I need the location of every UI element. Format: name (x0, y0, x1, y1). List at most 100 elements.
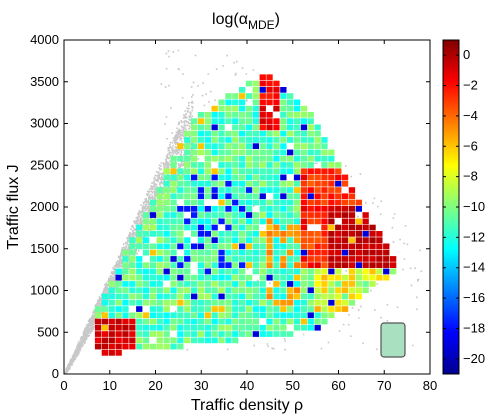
heatmap-cell (239, 318, 246, 325)
heatmap-cell (321, 287, 328, 294)
heatmap-cell (211, 274, 218, 281)
heatmap-cell (239, 105, 246, 112)
heatmap-cell (108, 281, 115, 287)
heatmap-cell (170, 212, 177, 218)
heatmap-cell (335, 199, 342, 206)
heatmap-cell (149, 343, 157, 350)
heatmap-cell (341, 256, 349, 262)
heatmap-cell (293, 206, 301, 212)
heatmap-cell (115, 287, 122, 294)
chart-title: log(αMDE) (212, 11, 280, 32)
heatmap-cell (197, 262, 205, 268)
heatmap-cell (218, 187, 225, 193)
heatmap-cell (307, 243, 314, 250)
heatmap-cell (211, 299, 218, 306)
heatmap-cell (287, 112, 294, 118)
heatmap-cell (163, 231, 170, 237)
x-tick-label: 10 (103, 378, 117, 393)
heatmap-cell (341, 299, 349, 306)
heatmap-cell (280, 281, 287, 287)
heatmap-cell (273, 149, 280, 156)
heatmap-cell (287, 130, 294, 137)
heatmap-cell (184, 337, 191, 344)
heatmap-cell (211, 268, 218, 275)
heatmap-cell (211, 337, 218, 344)
heatmap-cell (204, 243, 211, 250)
heatmap-cell (376, 274, 383, 281)
heatmap-cell (225, 324, 232, 331)
heatmap-cell (348, 231, 356, 237)
heatmap-cell (321, 212, 328, 218)
heatmap-cell (245, 274, 253, 281)
heatmap-cell (156, 237, 163, 243)
heatmap-cell (197, 249, 205, 256)
heatmap-cell (259, 105, 266, 112)
heatmap-cell (170, 324, 177, 331)
heatmap-cell (184, 293, 191, 300)
heatmap-cell (259, 243, 266, 250)
heatmap-cell (300, 105, 308, 112)
heatmap-cell (307, 162, 314, 168)
heatmap-cell (211, 231, 218, 237)
heatmap-cell (232, 243, 239, 250)
heatmap-cell (191, 249, 198, 256)
heatmap-cell (239, 162, 246, 168)
heatmap-cell (314, 124, 321, 131)
heatmap-cell (218, 281, 225, 287)
heatmap-cell (245, 187, 253, 193)
heatmap-cell (293, 199, 301, 206)
heatmap-cell (156, 199, 163, 206)
heatmap-cell (142, 324, 150, 331)
heatmap-cell (266, 130, 273, 137)
heatmap-cell (280, 318, 287, 325)
heatmap-cell (191, 331, 198, 337)
heatmap-cell (218, 231, 225, 237)
heatmap-cell (259, 143, 266, 149)
heatmap-cell (94, 343, 102, 350)
heatmap-cell (293, 299, 301, 306)
heatmap-cell (259, 93, 266, 99)
heatmap-cell (197, 256, 205, 262)
heatmap-cell (383, 274, 390, 281)
heatmap-cell (191, 168, 198, 175)
heatmap-cell (287, 274, 294, 281)
heatmap-cell (314, 281, 321, 287)
heatmap-cell (273, 287, 280, 294)
heatmap-cell (252, 162, 259, 168)
heatmap-cell (239, 174, 246, 181)
heatmap-cell (225, 256, 232, 262)
heatmap-cell (287, 162, 294, 168)
heatmap-cell (197, 324, 205, 331)
heatmap-cell (300, 268, 308, 275)
heatmap-cell (211, 105, 218, 112)
heatmap-cell (376, 231, 383, 237)
heatmap-cell (170, 268, 177, 275)
heatmap-cell (225, 168, 232, 175)
heatmap-cell (287, 299, 294, 306)
heatmap-cell (287, 155, 294, 162)
heatmap-cell (115, 306, 122, 312)
heatmap-cell (129, 243, 136, 250)
heatmap-cell (293, 149, 301, 156)
heatmap-cell (170, 249, 177, 256)
heatmap-cell (218, 331, 225, 337)
heatmap-cell (239, 206, 246, 212)
heatmap-cell (266, 218, 273, 225)
heatmap-cell (245, 262, 253, 268)
heatmap-cell (362, 231, 369, 237)
heatmap-cell (184, 249, 191, 256)
heatmap-cell (232, 268, 239, 275)
heatmap-cell (252, 137, 259, 143)
heatmap-cell (177, 212, 184, 218)
heatmap-cell (300, 137, 308, 143)
heatmap-cell (321, 206, 328, 212)
heatmap-cell (218, 249, 225, 256)
heatmap-cell (129, 268, 136, 275)
heatmap-cell (122, 287, 129, 294)
heatmap-cell (259, 155, 266, 162)
x-tick-label: 80 (423, 378, 437, 393)
heatmap-cell (307, 155, 314, 162)
heatmap-cell (239, 187, 246, 193)
heatmap-cell (287, 199, 294, 206)
heatmap-cell (184, 168, 191, 175)
